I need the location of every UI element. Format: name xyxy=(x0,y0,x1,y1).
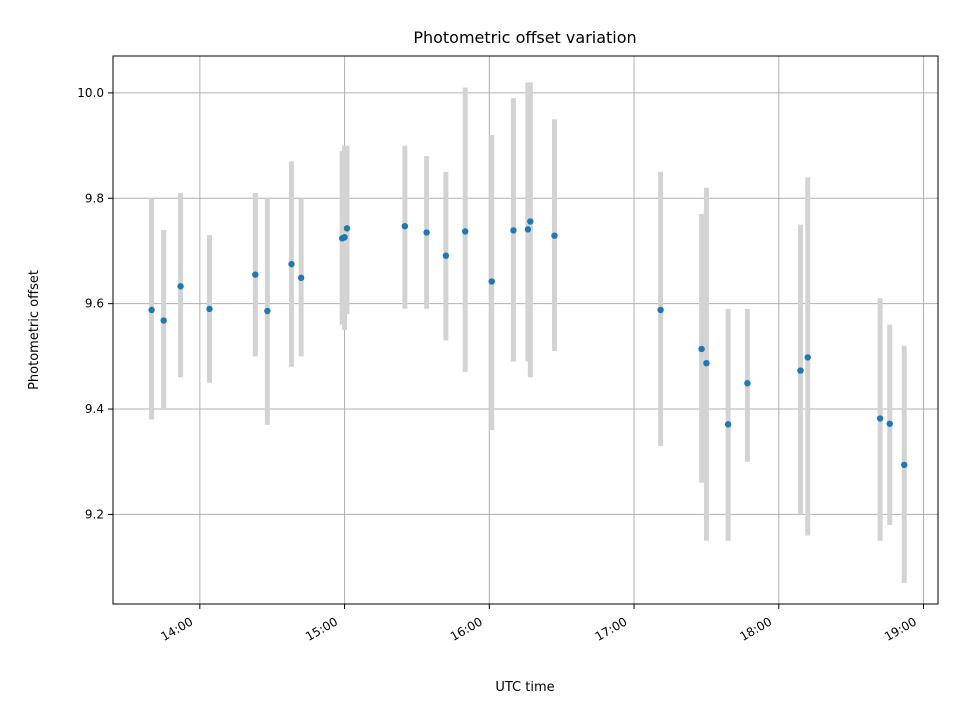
x-axis-label: UTC time xyxy=(495,680,554,695)
error-bars xyxy=(149,82,907,583)
y-axis-ticks: 9.2 9.4 9.6 9.8 10.0 xyxy=(77,86,113,521)
data-point xyxy=(657,306,664,314)
data-point xyxy=(442,252,450,259)
data-point xyxy=(886,420,893,427)
chart-title: Photometric offset variation xyxy=(413,28,636,47)
data-point xyxy=(901,461,908,469)
data-point xyxy=(876,415,884,422)
y-tick-label: 9.8 xyxy=(85,191,104,205)
data-point xyxy=(527,218,534,225)
data-point xyxy=(401,222,409,230)
x-tick-label: 17:00 xyxy=(593,614,630,643)
x-tick-label: 15:00 xyxy=(303,614,340,643)
data-point xyxy=(297,274,305,282)
x-axis-ticks: 14:00 15:00 16:00 17:00 18:00 19:00 xyxy=(158,604,925,644)
data-point xyxy=(343,225,351,232)
y-tick-label: 10.0 xyxy=(77,86,104,100)
data-point xyxy=(148,306,155,314)
data-point xyxy=(160,317,167,324)
data-point xyxy=(698,345,705,353)
x-tick-label: 16:00 xyxy=(448,614,485,643)
y-axis-label: Photometric offset xyxy=(27,270,42,390)
y-tick-label: 9.4 xyxy=(85,402,104,416)
data-point xyxy=(206,305,213,313)
data-point xyxy=(724,421,732,428)
data-points xyxy=(148,218,908,469)
data-point xyxy=(288,260,295,268)
data-point xyxy=(797,367,804,374)
x-tick-label: 19:00 xyxy=(882,614,919,643)
data-point xyxy=(423,229,430,236)
data-point xyxy=(804,354,811,361)
data-point xyxy=(703,359,710,367)
plot-frame xyxy=(112,55,939,605)
x-tick-label: 14:00 xyxy=(158,614,195,643)
data-point xyxy=(524,226,532,233)
data-point xyxy=(461,228,469,235)
data-point xyxy=(510,227,517,234)
data-point xyxy=(252,271,259,278)
data-point xyxy=(177,283,184,290)
y-tick-label: 9.2 xyxy=(85,507,104,521)
x-tick-label: 18:00 xyxy=(737,614,774,643)
data-point xyxy=(341,234,348,241)
data-point xyxy=(551,232,558,239)
data-point xyxy=(264,307,271,315)
y-tick-label: 9.6 xyxy=(85,297,104,311)
data-point xyxy=(488,278,495,285)
data-point xyxy=(744,380,751,387)
